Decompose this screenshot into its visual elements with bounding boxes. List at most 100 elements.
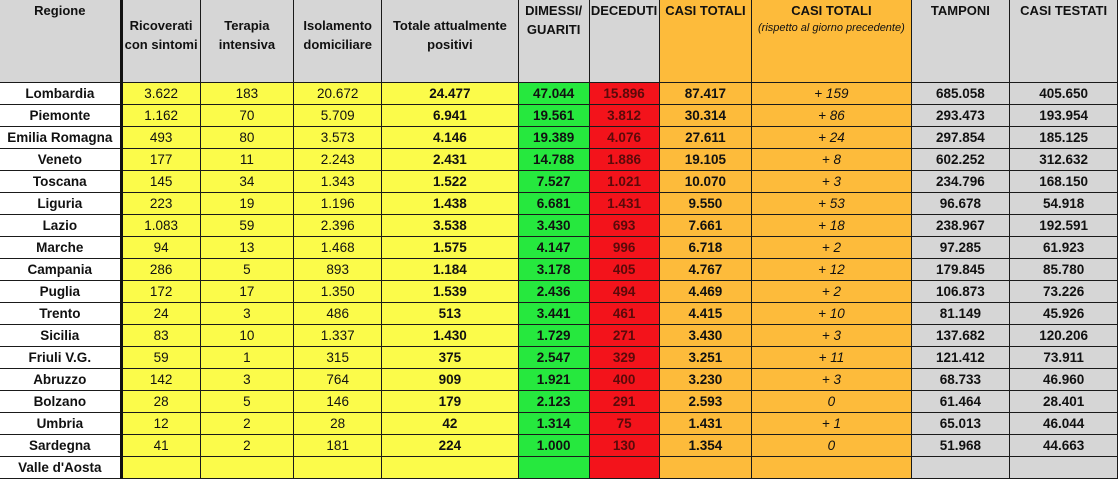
cell-isolamento: 181 [293,434,383,457]
cell-isolamento: 5.709 [293,104,383,127]
cell-isolamento: 2.396 [293,214,383,237]
cell-dimessi: 19.561 [517,104,590,127]
cell-dimessi: 14.788 [517,148,590,171]
cell-casi-testati: 312.632 [1009,148,1118,171]
header-casi-totali-delta-sub: (rispetto al giorno precedente) [758,22,905,34]
cell-regione: Puglia [0,280,122,303]
cell-terapia: 2 [199,412,295,435]
table-row: Sicilia 83 10 1.337 1.430 1.729 271 3.430 + 3 137… [0,324,1118,347]
cell-isolamento: 764 [293,368,383,391]
cell-terapia: 1 [199,346,295,369]
cell-dimessi: 3.178 [517,258,590,281]
header-casi-totali-delta-label: CASI TOTALI [791,3,872,18]
cell-delta: + 24 [751,126,912,149]
cell-totale [381,456,519,479]
cell-regione: Lazio [0,214,122,237]
cell-deceduti: 75 [588,412,660,435]
cell-ricoverati: 83 [119,324,201,347]
cell-casi-testati: 120.206 [1009,324,1118,347]
header-ricoverati: Ricoverati con sintomi [119,0,201,83]
cell-casi-testati: 168.150 [1009,170,1118,193]
cell-delta: + 2 [751,236,912,259]
cell-casi-testati: 192.591 [1009,214,1118,237]
cell-casi-totali: 1.354 [658,434,753,457]
table-row: Trento 24 3 486 513 3.441 461 4.415 + 10 81.149 45… [0,302,1118,325]
cell-casi-totali: 3.230 [658,368,753,391]
header-row: Regione Ricoverati con sintomi Terapia i… [0,0,1118,83]
cell-deceduti: 494 [588,280,660,303]
header-dimessi: DIMESSI/ GUARITI [517,0,590,83]
cell-deceduti: 405 [588,258,660,281]
table-row: Liguria 223 19 1.196 1.438 6.681 1.431 9.550 + 5… [0,192,1118,215]
cell-ricoverati: 12 [119,412,201,435]
cell-terapia: 80 [199,126,295,149]
table-row: Bolzano 28 5 146 179 2.123 291 2.593 0 61.464 28.4… [0,390,1118,413]
cell-totale: 42 [381,412,519,435]
cell-ricoverati [119,456,201,479]
cell-tamponi: 65.013 [910,412,1011,435]
cell-casi-totali: 27.611 [658,126,753,149]
cell-terapia: 17 [199,280,295,303]
cell-regione: Friuli V.G. [0,346,122,369]
cell-tamponi: 293.473 [910,104,1011,127]
cell-delta: + 18 [751,214,912,237]
cell-tamponi: 137.682 [910,324,1011,347]
cell-delta: + 8 [751,148,912,171]
cell-totale: 1.575 [381,236,519,259]
cell-casi-testati: 44.663 [1009,434,1118,457]
cell-terapia: 34 [199,170,295,193]
cell-casi-totali: 1.431 [658,412,753,435]
cell-deceduti: 291 [588,390,660,413]
cell-regione: Piemonte [0,104,122,127]
cell-isolamento: 1.196 [293,192,383,215]
cell-deceduti: 1.021 [588,170,660,193]
cell-delta: + 53 [751,192,912,215]
header-regione: Regione [0,0,122,83]
cell-casi-testati: 28.401 [1009,390,1118,413]
cell-ricoverati: 24 [119,302,201,325]
table-row: Toscana 145 34 1.343 1.522 7.527 1.021 10.070 + … [0,170,1118,193]
cell-regione: Sardegna [0,434,122,457]
header-totale: Totale attualmente positivi [381,0,519,83]
cell-totale: 1.539 [381,280,519,303]
cell-isolamento: 315 [293,346,383,369]
cell-deceduti: 461 [588,302,660,325]
cell-ricoverati: 177 [119,148,201,171]
cell-dimessi: 1.000 [517,434,590,457]
header-isolamento: Isolamento domiciliare [293,0,383,83]
cell-ricoverati: 142 [119,368,201,391]
cell-terapia: 59 [199,214,295,237]
cell-casi-totali: 30.314 [658,104,753,127]
cell-casi-totali: 4.469 [658,280,753,303]
cell-deceduti: 3.812 [588,104,660,127]
cell-isolamento [293,456,383,479]
cell-totale: 224 [381,434,519,457]
cell-dimessi: 7.527 [517,170,590,193]
cell-deceduti: 329 [588,346,660,369]
cell-casi-testati: 185.125 [1009,126,1118,149]
cell-casi-testati: 73.226 [1009,280,1118,303]
cell-terapia: 3 [199,302,295,325]
cell-tamponi: 96.678 [910,192,1011,215]
table-row: Veneto 177 11 2.243 2.431 14.788 1.886 19.105 + … [0,148,1118,171]
cell-dimessi: 19.389 [517,126,590,149]
cell-delta: + 12 [751,258,912,281]
cell-delta: + 3 [751,324,912,347]
cell-delta: 0 [751,390,912,413]
cell-casi-totali: 9.550 [658,192,753,215]
cell-casi-testati: 193.954 [1009,104,1118,127]
cell-delta: + 11 [751,346,912,369]
cell-casi-testati: 85.780 [1009,258,1118,281]
cell-delta [751,456,912,479]
cell-ricoverati: 3.622 [119,82,201,105]
cell-tamponi: 51.968 [910,434,1011,457]
cell-dimessi: 3.441 [517,302,590,325]
cell-casi-totali: 4.415 [658,302,753,325]
cell-tamponi: 238.967 [910,214,1011,237]
cell-totale: 179 [381,390,519,413]
cell-tamponi: 61.464 [910,390,1011,413]
table-row: Lazio 1.083 59 2.396 3.538 3.430 693 7.661 + 18 2… [0,214,1118,237]
table-row: Piemonte 1.162 70 5.709 6.941 19.561 3.812 30.3… [0,104,1118,127]
cell-ricoverati: 286 [119,258,201,281]
